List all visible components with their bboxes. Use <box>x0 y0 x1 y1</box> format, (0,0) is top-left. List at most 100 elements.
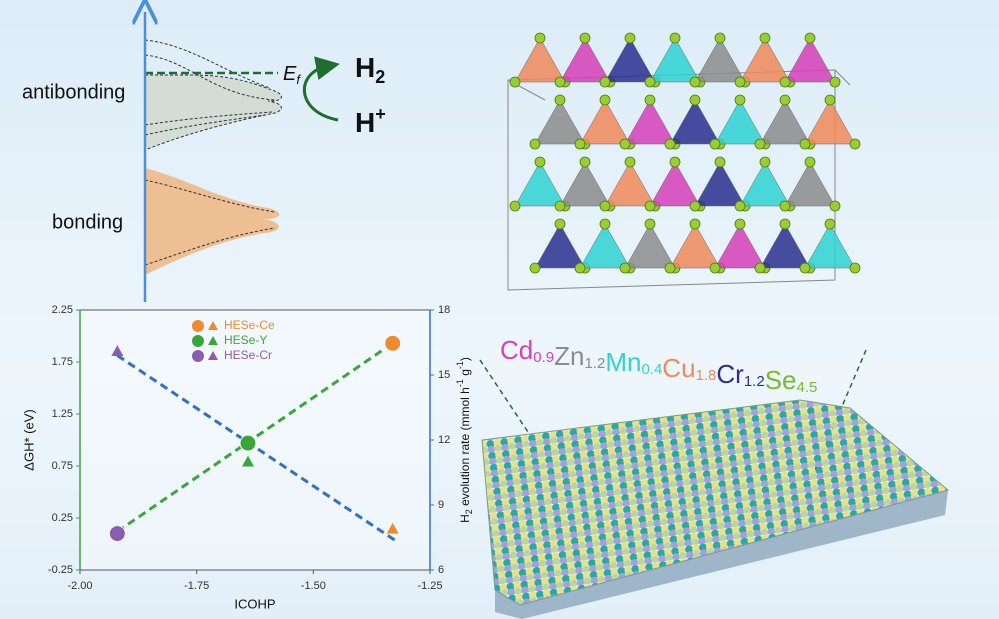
atom <box>599 76 611 88</box>
atom <box>554 94 566 106</box>
tetrahedron <box>784 161 836 207</box>
rate-marker <box>242 455 254 467</box>
slab-edge <box>495 490 948 619</box>
y2-tick-label: 18 <box>438 304 450 316</box>
tetrahedron <box>559 161 611 207</box>
atom <box>599 218 611 230</box>
tetrahedron <box>804 223 856 269</box>
energy-diagram: antibonding bonding Ef H2 H+ <box>22 12 386 302</box>
atom <box>759 156 771 168</box>
atom <box>759 32 771 44</box>
atom <box>714 32 726 44</box>
atom <box>779 218 791 230</box>
y-tick-label: 0.25 <box>52 512 73 524</box>
y2-tick-label: 6 <box>438 564 444 576</box>
x-tick-label: -1.25 <box>417 580 442 592</box>
legend-label: HESe-Cr <box>224 348 272 362</box>
bonding-band <box>145 168 280 275</box>
tetrahedron <box>624 223 676 269</box>
dg-marker <box>384 334 402 352</box>
fermi-label: Ef <box>283 63 301 87</box>
crystal-structure <box>507 32 861 291</box>
atom <box>534 32 546 44</box>
subscript: 1.8 <box>696 367 717 384</box>
y-tick-label: -0.25 <box>48 564 73 576</box>
atom <box>579 156 591 168</box>
tetrahedron <box>604 37 656 83</box>
atom <box>779 94 791 106</box>
atom <box>574 262 586 274</box>
atom <box>804 32 816 44</box>
x-tick-label: -2.00 <box>67 580 92 592</box>
y2-title-part: -1 <box>455 379 465 387</box>
atom <box>664 138 676 150</box>
atom <box>734 200 746 212</box>
slab <box>479 349 950 619</box>
atom <box>754 262 766 274</box>
tetrahedron <box>669 223 721 269</box>
atom <box>509 76 521 88</box>
fermi-e: E <box>283 63 297 85</box>
legend-triangle <box>208 351 218 360</box>
atom <box>689 94 701 106</box>
atom <box>554 218 566 230</box>
bonding-label: bonding <box>52 211 123 233</box>
tetrahedron <box>624 99 676 145</box>
fit-line <box>116 342 394 533</box>
y-tick-label: 2.25 <box>52 304 73 316</box>
atom <box>799 138 811 150</box>
atom <box>574 138 586 150</box>
tetrahedron <box>514 161 566 207</box>
atom <box>599 200 611 212</box>
atom <box>644 76 656 88</box>
atom <box>709 138 721 150</box>
y-tick-label: 1.75 <box>52 356 73 368</box>
h2-sub: 2 <box>375 67 385 87</box>
dg-marker <box>108 525 126 543</box>
tetrahedron <box>739 37 791 83</box>
tetrahedron <box>649 37 701 83</box>
atom <box>734 76 746 88</box>
reaction-arrow <box>302 56 340 122</box>
legend-triangle <box>208 336 218 345</box>
atom <box>829 76 841 88</box>
tetrahedron <box>649 161 701 207</box>
y2-title-part: H <box>458 514 472 523</box>
orbital-curves <box>144 179 276 266</box>
tetrahedron <box>714 99 766 145</box>
element: Mn <box>605 347 641 377</box>
legend-triangle <box>208 321 218 330</box>
tetrahedron <box>579 99 631 145</box>
atom <box>824 94 836 106</box>
atom <box>689 218 701 230</box>
tetrahedron <box>759 223 811 269</box>
rate-marker <box>111 345 124 356</box>
tetrahedron <box>804 99 856 145</box>
antibonding-label: antibonding <box>22 81 125 103</box>
x-tick-label: -1.75 <box>184 580 209 592</box>
atom <box>644 200 656 212</box>
subscript: 1.2 <box>744 373 765 390</box>
element: Zn <box>554 341 584 371</box>
rate-marker <box>386 522 399 534</box>
element: Cu <box>662 353 695 383</box>
atom <box>644 218 656 230</box>
legend-circle <box>192 350 204 362</box>
tetrahedron <box>694 161 746 207</box>
y2-title-part: g <box>458 369 472 379</box>
tetrahedron <box>579 223 631 269</box>
atom <box>824 218 836 230</box>
y2-tick-label: 9 <box>438 499 444 511</box>
zoom-line <box>479 359 529 433</box>
y-tick-label: 1.25 <box>52 408 73 420</box>
atom <box>669 32 681 44</box>
atom <box>689 200 701 212</box>
scatter-chart: -2.00 -1.75 -1.50 -1.25 -0.25 0.25 0.75 1.25 1.7… <box>21 304 474 612</box>
element: Cd <box>500 335 533 365</box>
h2-label: H2 <box>355 52 385 86</box>
tetrahedron <box>714 223 766 269</box>
atom <box>779 76 791 88</box>
atom <box>554 76 566 88</box>
dg-marker <box>239 434 257 452</box>
